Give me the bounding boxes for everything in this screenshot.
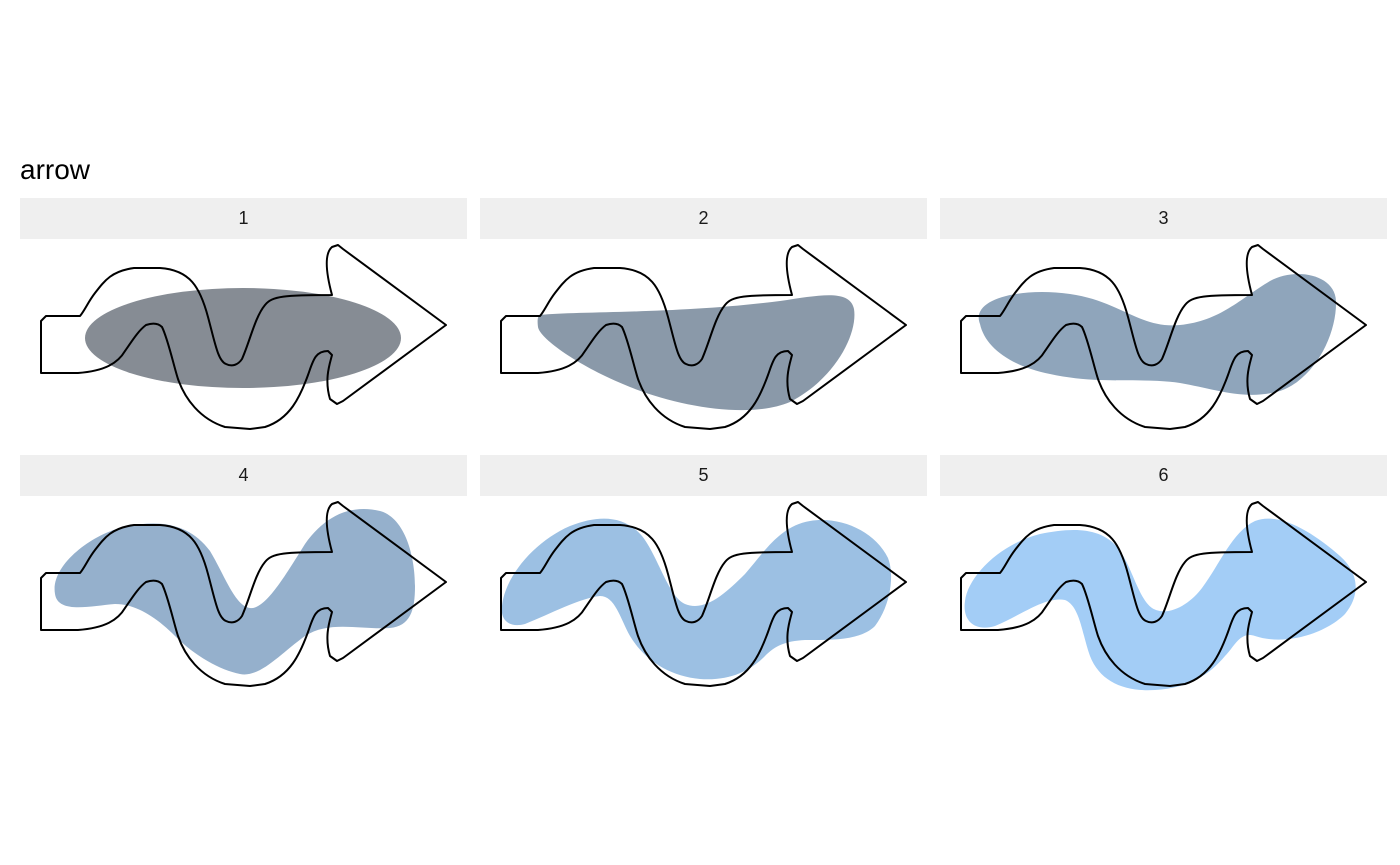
panel-2-canvas: [500, 244, 907, 430]
strip-label: 1: [20, 198, 467, 239]
panel-1-canvas: [40, 244, 447, 430]
blob-shape: [964, 518, 1356, 691]
blob-shape: [54, 509, 415, 675]
strip-label: 3: [940, 198, 1387, 239]
blob-shape: [85, 288, 401, 388]
panel-5-canvas: [500, 501, 907, 687]
panel-4-canvas: [40, 501, 447, 687]
plot-title: arrow: [20, 154, 91, 185]
panel-6-canvas: [960, 501, 1367, 691]
strip-label: 5: [480, 455, 927, 496]
panel-3-canvas: [960, 244, 1367, 430]
blob-shape: [501, 518, 892, 680]
blob-shape: [978, 273, 1337, 395]
strip-label: 6: [940, 455, 1387, 496]
strip-label: 4: [20, 455, 467, 496]
strip-label: 2: [480, 198, 927, 239]
